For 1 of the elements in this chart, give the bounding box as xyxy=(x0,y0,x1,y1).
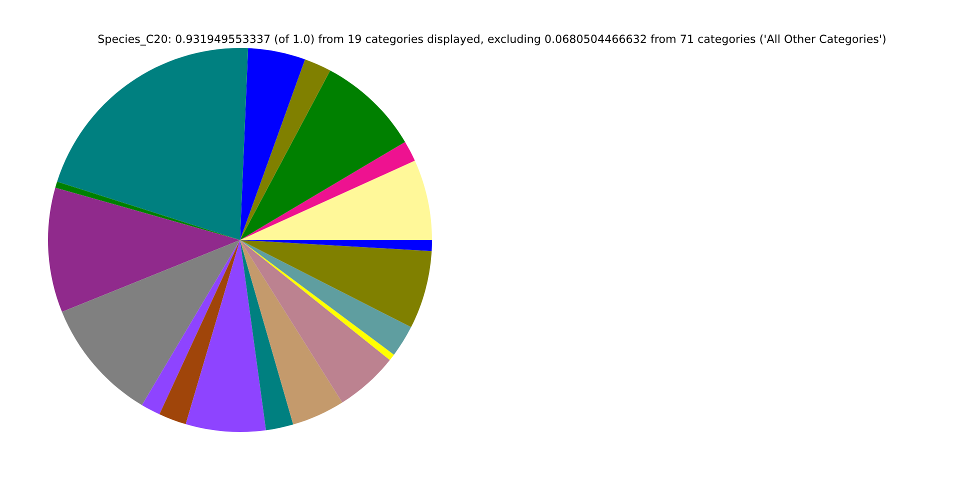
text: Species_C20: 0.931949553337 (of 1.0) from 19 categories displayed, excluding 0.0680504466632 from 71 categories ('All Other Categories') xyxy=(98,34,886,46)
